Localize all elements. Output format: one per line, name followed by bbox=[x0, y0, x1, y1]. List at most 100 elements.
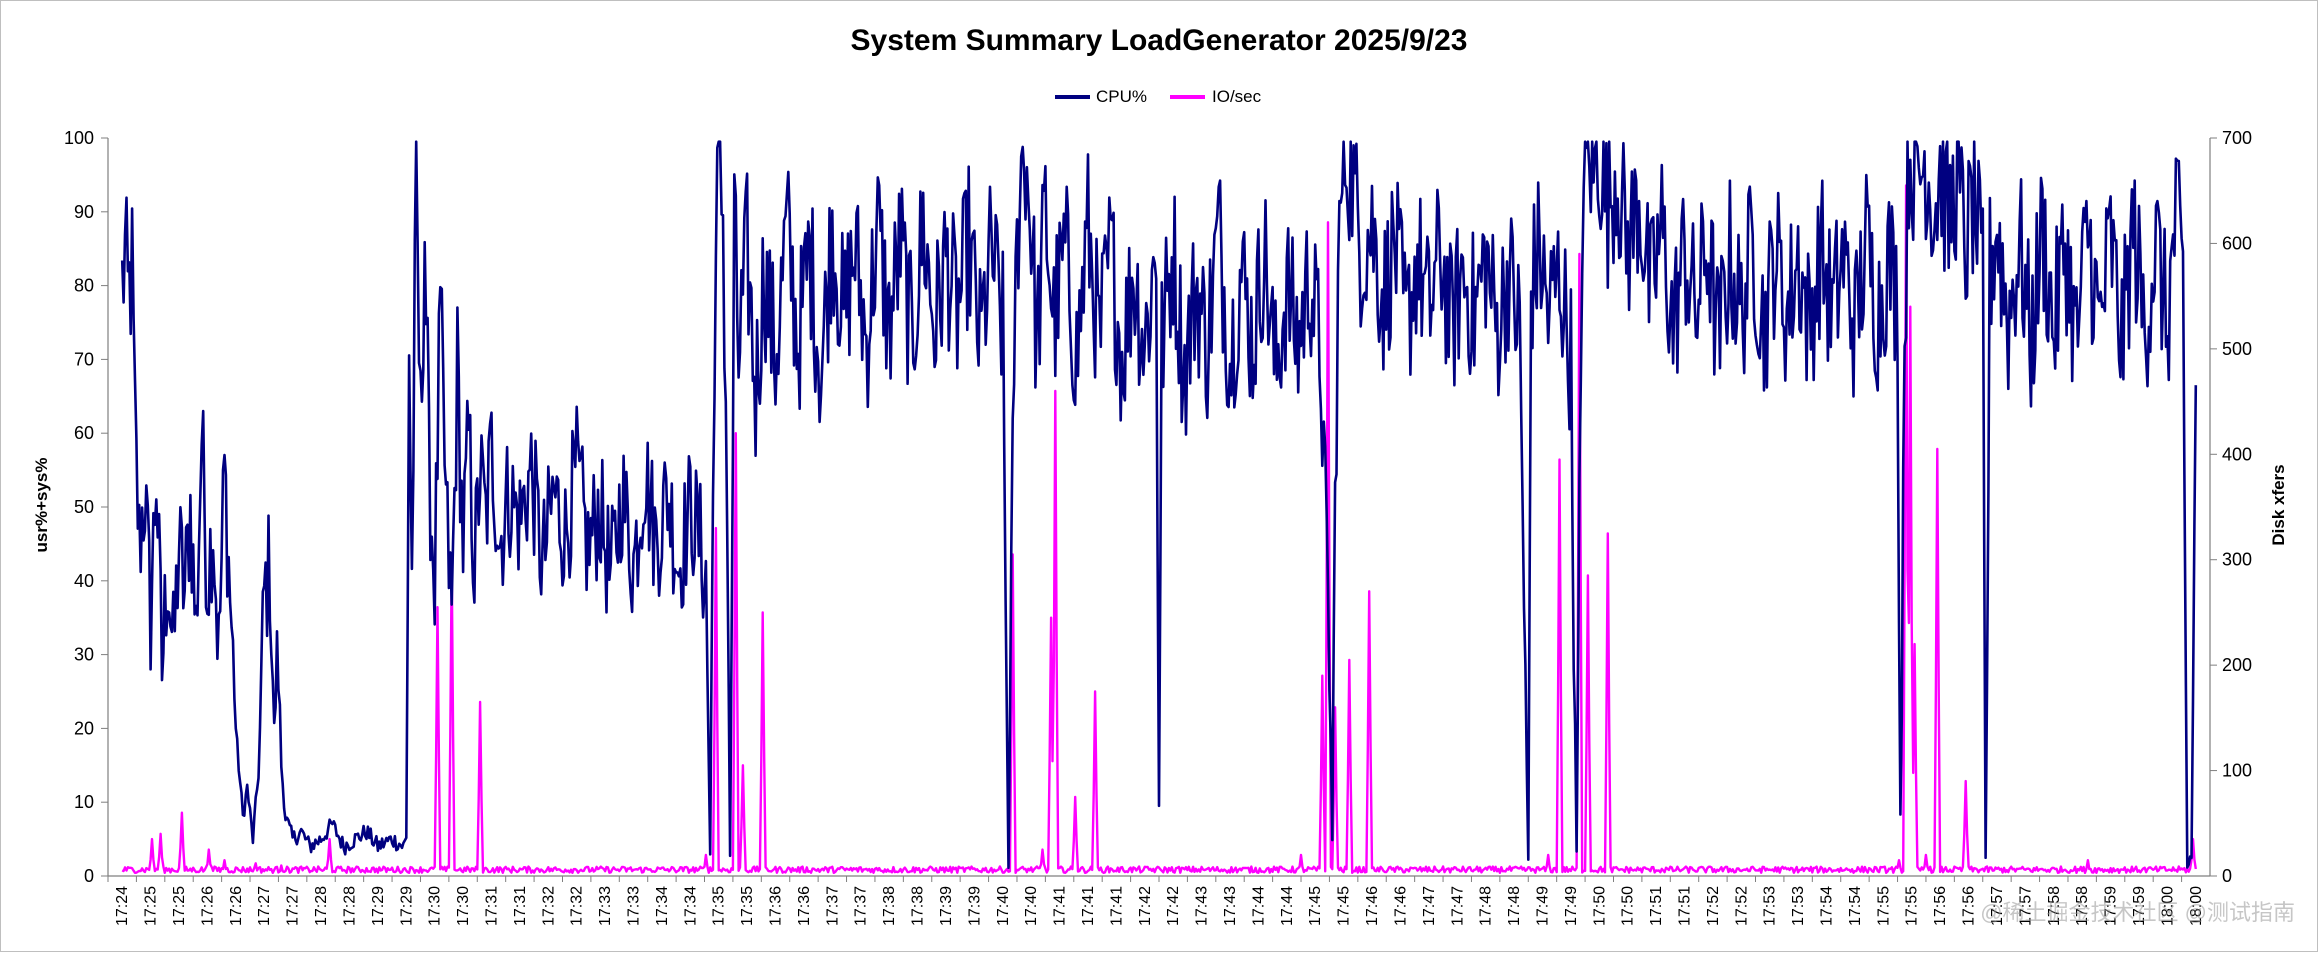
x-tick-label: 17:45 bbox=[1307, 886, 1324, 926]
x-tick-label: 17:31 bbox=[512, 886, 529, 926]
x-tick-label: 17:57 bbox=[2017, 886, 2034, 926]
x-tick-label: 17:51 bbox=[1677, 886, 1694, 926]
x-tick-label: 17:48 bbox=[1506, 886, 1523, 926]
y-left-tick-label: 80 bbox=[74, 276, 94, 296]
x-tick-label: 17:39 bbox=[938, 886, 955, 926]
x-tick-label: 17:54 bbox=[1819, 886, 1836, 926]
y-left-tick-label: 70 bbox=[74, 349, 94, 369]
y-left-tick-label: 10 bbox=[74, 792, 94, 812]
y-axis-right-ticks: 0 100 200 300 400 500 600 700 bbox=[2210, 128, 2252, 886]
x-tick-label: 17:39 bbox=[966, 886, 983, 926]
cpu-line bbox=[120, 140, 2198, 869]
x-tick-label: 17:26 bbox=[199, 886, 216, 926]
x-tick-label: 17:36 bbox=[768, 886, 785, 926]
x-tick-label: 17:25 bbox=[171, 886, 188, 926]
y-right-tick-label: 0 bbox=[2222, 866, 2232, 886]
y-axis-left-ticks: 0 10 20 30 40 50 60 70 80 90 100 bbox=[64, 128, 108, 886]
x-tick-label: 17:46 bbox=[1364, 886, 1381, 926]
io-line bbox=[121, 184, 2197, 874]
x-tick-label: 17:44 bbox=[1250, 886, 1267, 926]
y-left-tick-label: 0 bbox=[84, 866, 94, 886]
x-tick-label: 17:40 bbox=[995, 886, 1012, 926]
x-tick-label: 17:32 bbox=[569, 886, 586, 926]
x-tick-label: 17:29 bbox=[370, 886, 387, 926]
x-tick-label: 17:52 bbox=[1705, 886, 1722, 926]
y-right-tick-label: 200 bbox=[2222, 655, 2252, 675]
x-tick-label: 17:28 bbox=[313, 886, 330, 926]
y-left-tick-label: 40 bbox=[74, 571, 94, 591]
y-axis-left-label: usr%+sys% bbox=[32, 458, 51, 553]
x-tick-label: 17:50 bbox=[1620, 886, 1637, 926]
x-tick-label: 17:31 bbox=[483, 886, 500, 926]
x-tick-label: 17:50 bbox=[1591, 886, 1608, 926]
x-tick-label: 17:41 bbox=[1052, 886, 1069, 926]
x-tick-label: 17:57 bbox=[1989, 886, 2006, 926]
y-right-tick-label: 500 bbox=[2222, 339, 2252, 359]
x-tick-label: 17:24 bbox=[114, 886, 131, 926]
y-left-tick-label: 100 bbox=[64, 128, 94, 148]
legend: CPU% IO/sec bbox=[1055, 87, 1262, 106]
x-tick-label: 17:45 bbox=[1336, 886, 1353, 926]
y-left-tick-label: 30 bbox=[74, 645, 94, 665]
x-tick-label: 17:35 bbox=[711, 886, 728, 926]
y-left-tick-label: 50 bbox=[74, 497, 94, 517]
x-tick-label: 17:48 bbox=[1478, 886, 1495, 926]
x-tick-label: 17:43 bbox=[1194, 886, 1211, 926]
x-tick-label: 17:51 bbox=[1648, 886, 1665, 926]
x-tick-label: 17:35 bbox=[739, 886, 756, 926]
x-tick-label: 17:59 bbox=[2131, 886, 2148, 926]
x-tick-label: 18:00 bbox=[2159, 886, 2176, 926]
x-tick-label: 17:56 bbox=[1961, 886, 1978, 926]
x-tick-label: 17:25 bbox=[143, 886, 160, 926]
x-tick-label: 17:27 bbox=[285, 886, 302, 926]
x-tick-label: 17:37 bbox=[853, 886, 870, 926]
x-tick-label: 17:40 bbox=[1023, 886, 1040, 926]
x-tick-label: 17:34 bbox=[682, 886, 699, 926]
x-tick-label: 17:30 bbox=[455, 886, 472, 926]
x-tick-label: 17:49 bbox=[1534, 886, 1551, 926]
x-tick-label: 17:41 bbox=[1108, 886, 1125, 926]
x-tick-label: 17:34 bbox=[654, 886, 671, 926]
x-tick-label: 17:42 bbox=[1165, 886, 1182, 926]
x-axis-ticks: 17:24 17:25 17:25 17:26 17:26 17:27 17:27 17:28… bbox=[107, 876, 2205, 926]
x-tick-label: 17:30 bbox=[427, 886, 444, 926]
x-tick-label: 17:28 bbox=[341, 886, 358, 926]
x-tick-label: 17:29 bbox=[398, 886, 415, 926]
x-tick-label: 17:33 bbox=[597, 886, 614, 926]
x-tick-label: 17:26 bbox=[228, 886, 245, 926]
x-tick-label: 17:56 bbox=[1932, 886, 1949, 926]
chart-title: System Summary LoadGenerator 2025/9/23 bbox=[851, 24, 1468, 57]
x-tick-label: 17:53 bbox=[1762, 886, 1779, 926]
x-tick-label: 17:42 bbox=[1137, 886, 1154, 926]
x-tick-label: 17:55 bbox=[1875, 886, 1892, 926]
y-right-tick-label: 400 bbox=[2222, 444, 2252, 464]
x-tick-label: 17:47 bbox=[1449, 886, 1466, 926]
y-right-tick-label: 600 bbox=[2222, 233, 2252, 253]
y-right-tick-label: 700 bbox=[2222, 128, 2252, 148]
x-tick-label: 17:41 bbox=[1080, 886, 1097, 926]
y-right-tick-label: 100 bbox=[2222, 761, 2252, 781]
legend-label-cpu: CPU% bbox=[1096, 87, 1147, 106]
x-tick-label: 17:47 bbox=[1421, 886, 1438, 926]
y-left-tick-label: 60 bbox=[74, 423, 94, 443]
x-tick-label: 17:38 bbox=[910, 886, 927, 926]
x-tick-label: 17:36 bbox=[796, 886, 813, 926]
x-tick-label: 17:44 bbox=[1279, 886, 1296, 926]
x-tick-label: 17:43 bbox=[1222, 886, 1239, 926]
x-tick-label: 17:27 bbox=[256, 886, 273, 926]
y-left-tick-label: 90 bbox=[74, 202, 94, 222]
series-cpu-percent bbox=[120, 140, 2198, 869]
x-tick-label: 17:52 bbox=[1733, 886, 1750, 926]
legend-label-io: IO/sec bbox=[1212, 87, 1262, 106]
x-tick-label: 17:49 bbox=[1563, 886, 1580, 926]
x-tick-label: 17:37 bbox=[824, 886, 841, 926]
y-left-tick-label: 20 bbox=[74, 718, 94, 738]
x-tick-label: 17:38 bbox=[881, 886, 898, 926]
x-tick-label: 17:32 bbox=[540, 886, 557, 926]
x-tick-label: 18:00 bbox=[2188, 886, 2205, 926]
series-io-sec bbox=[121, 184, 2197, 874]
x-tick-label: 17:33 bbox=[626, 886, 643, 926]
